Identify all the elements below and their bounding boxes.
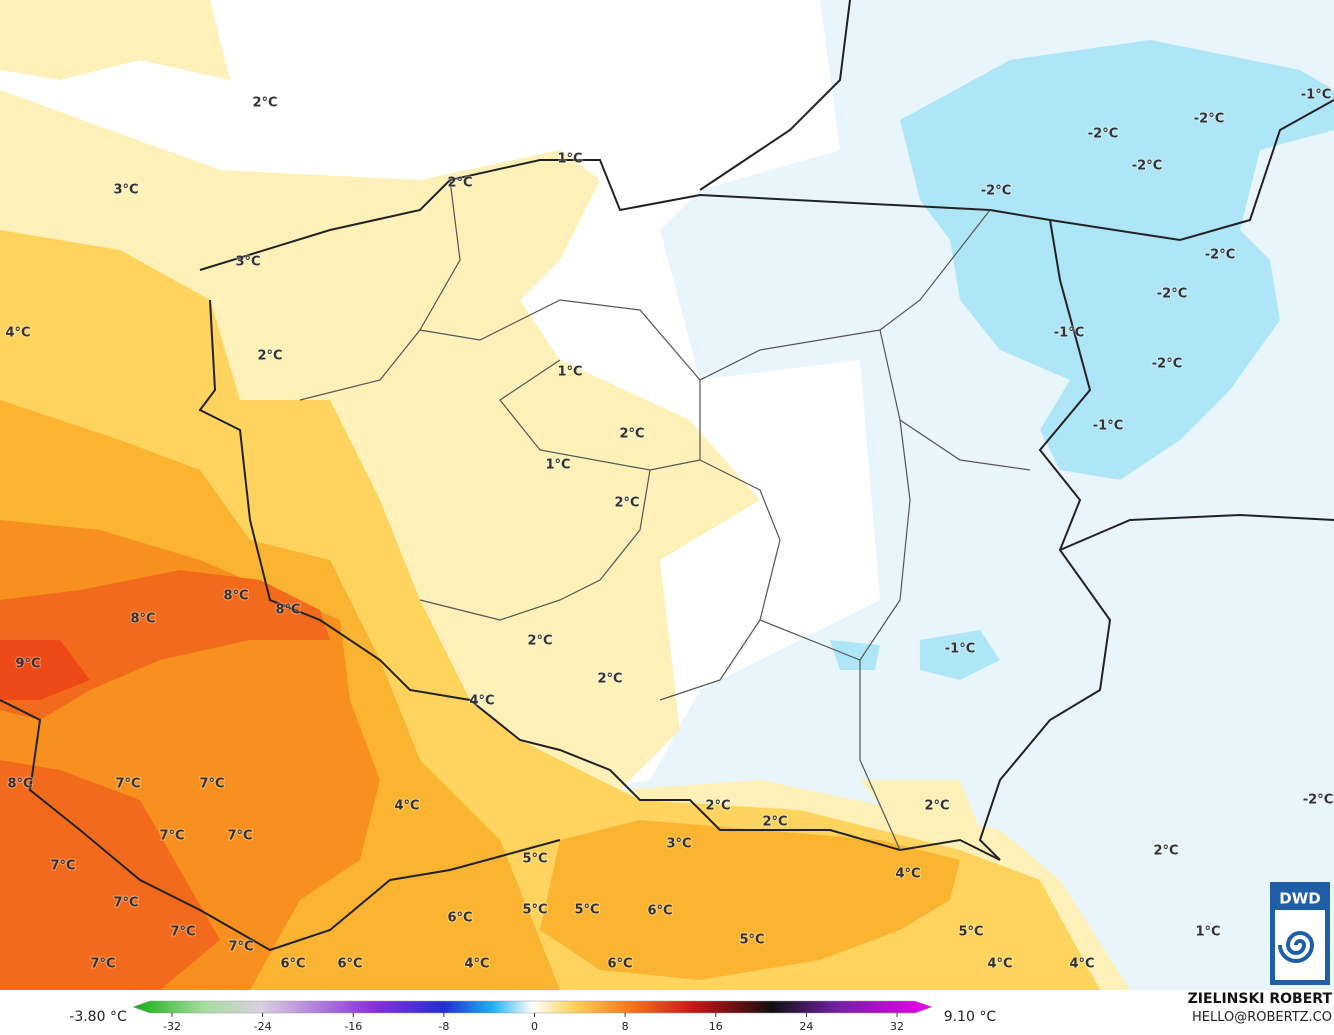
temperature-label: 4°C — [464, 957, 489, 972]
tick-label: 0 — [531, 1020, 538, 1033]
temperature-label: 7°C — [228, 940, 253, 955]
temperature-label: 4°C — [1069, 957, 1094, 972]
tick-label: -16 — [344, 1020, 362, 1033]
borders — [0, 0, 1334, 952]
temperature-label: 4°C — [5, 326, 30, 341]
temperature-label: -2°C — [1205, 248, 1235, 263]
temperature-label: -2°C — [1194, 112, 1224, 127]
temperature-label: 3°C — [235, 255, 260, 270]
temperature-label: 6°C — [647, 904, 672, 919]
temperature-label: -1°C — [1093, 419, 1123, 434]
temperature-label: -1°C — [1054, 326, 1084, 341]
temperature-label: 8°C — [223, 589, 248, 604]
temperature-label: 7°C — [227, 829, 252, 844]
tick-label: 24 — [799, 1020, 813, 1033]
tick-label: -24 — [254, 1020, 272, 1033]
temperature-label: 2°C — [924, 799, 949, 814]
tick-label: 8 — [622, 1020, 629, 1033]
temperature-label: 1°C — [545, 458, 570, 473]
colorbar-ticks: -32 -24 -16 -8 0 8 16 24 32 — [163, 1013, 904, 1033]
temperature-label: 1°C — [1195, 925, 1220, 940]
logo-panel — [1275, 910, 1325, 980]
temperature-label: 6°C — [607, 957, 632, 972]
temperature-label: -1°C — [945, 642, 975, 657]
temperature-label: 4°C — [895, 867, 920, 882]
temperature-label: 5°C — [522, 903, 547, 918]
temperature-label: -2°C — [1152, 357, 1182, 372]
temperature-label: 3°C — [666, 837, 691, 852]
temperature-label: 7°C — [90, 957, 115, 972]
colorbar: -3.80 °C 9.10 °C -32 -24 -16 -8 0 8 16 24 32 — [69, 1000, 997, 1033]
temperature-label: 5°C — [522, 852, 547, 867]
temperature-label: 5°C — [958, 925, 983, 940]
temperature-label: 9°C — [15, 657, 40, 672]
temperature-label: 5°C — [739, 933, 764, 948]
logo-text: DWD — [1279, 890, 1320, 908]
temperature-label: 4°C — [394, 799, 419, 814]
temperature-field — [0, 0, 1334, 990]
email: HELLO@ROBERTZ.CO — [1192, 1010, 1332, 1025]
temperature-label: 2°C — [597, 672, 622, 687]
temperature-label: 2°C — [705, 799, 730, 814]
temperature-label: 1°C — [557, 365, 582, 380]
temperature-label: 8°C — [275, 603, 300, 618]
temperature-label: 2°C — [762, 815, 787, 830]
max-value: 9.10 °C — [944, 1009, 997, 1025]
temperature-label: 2°C — [252, 96, 277, 111]
temperature-label: 7°C — [159, 829, 184, 844]
temperature-label: -2°C — [981, 184, 1011, 199]
temperature-label: 2°C — [614, 496, 639, 511]
temperature-label: 7°C — [115, 777, 140, 792]
temperature-labels: 2°C 1°C 2°C 3°C 3°C 4°C 2°C 1°C 2°C 1°C 2°C 8°C 8°C 8… — [4, 87, 1334, 973]
temperature-label: -2°C — [1303, 793, 1333, 808]
temperature-label: 7°C — [50, 859, 75, 874]
temperature-label: 2°C — [527, 634, 552, 649]
temperature-label: 4°C — [469, 694, 494, 709]
credits: ZIELINSKI ROBERT HELLO@ROBERTZ.CO — [1188, 991, 1333, 1025]
logo-spiral — [1278, 931, 1315, 963]
temperature-label: 6°C — [280, 957, 305, 972]
temperature-label: -2°C — [1132, 159, 1162, 174]
temperature-label: 4°C — [987, 957, 1012, 972]
tick-label: -8 — [438, 1020, 449, 1033]
temperature-label: 8°C — [7, 777, 32, 792]
temperature-label: 6°C — [337, 957, 362, 972]
temperature-label: 2°C — [1153, 844, 1178, 859]
tick-label: -32 — [163, 1020, 181, 1033]
temperature-label: -2°C — [1157, 287, 1187, 302]
temperature-label: 8°C — [130, 612, 155, 627]
temperature-label: 5°C — [574, 903, 599, 918]
temperature-label: 2°C — [257, 349, 282, 364]
temperature-label: 2°C — [447, 176, 472, 191]
min-value: -3.80 °C — [69, 1009, 127, 1025]
tick-label: 16 — [709, 1020, 723, 1033]
temperature-label: 3°C — [113, 183, 138, 198]
colorbar-scale — [132, 1000, 933, 1014]
temperature-label: 6°C — [447, 911, 472, 926]
temperature-label: 2°C — [619, 427, 644, 442]
tick-label: 32 — [890, 1020, 904, 1033]
temperature-label: 7°C — [113, 896, 138, 911]
temperature-label: -2°C — [1088, 127, 1118, 142]
author: ZIELINSKI ROBERT — [1188, 991, 1333, 1007]
temperature-label: 1°C — [557, 152, 582, 167]
temperature-label: 7°C — [170, 925, 195, 940]
temperature-label: 7°C — [199, 777, 224, 792]
dwd-logo: DWD — [1270, 882, 1330, 985]
temperature-label: -1°C — [1301, 88, 1331, 103]
